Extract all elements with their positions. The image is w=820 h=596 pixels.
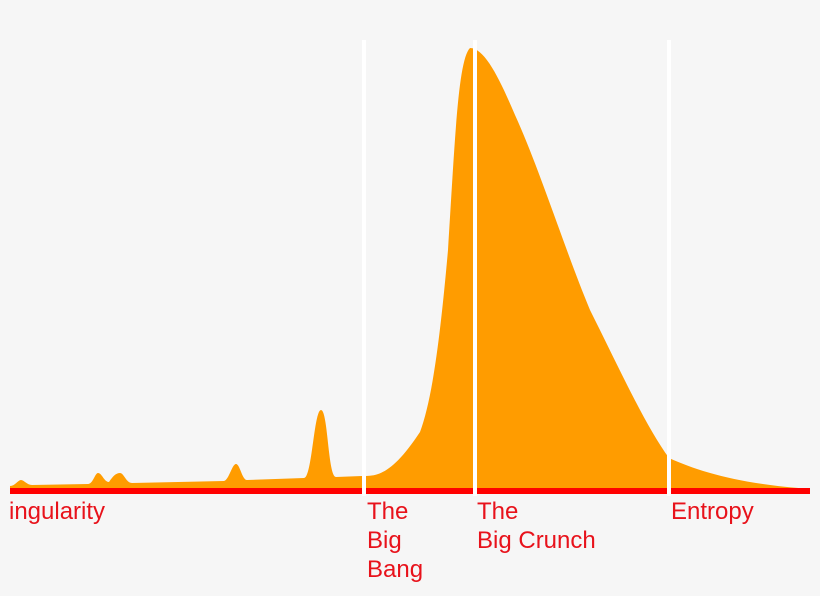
divider-entropy [667, 40, 671, 496]
divider-big-bang [362, 40, 366, 496]
divider-big-crunch [473, 40, 477, 496]
label-big-bang: The Big Bang [367, 498, 424, 583]
label-entropy: Entropy [671, 498, 754, 525]
label-singularity: ingularity [9, 498, 106, 525]
label-big-crunch: The Big Crunch [477, 498, 596, 554]
curve-area [10, 48, 810, 489]
baseline [10, 488, 810, 494]
